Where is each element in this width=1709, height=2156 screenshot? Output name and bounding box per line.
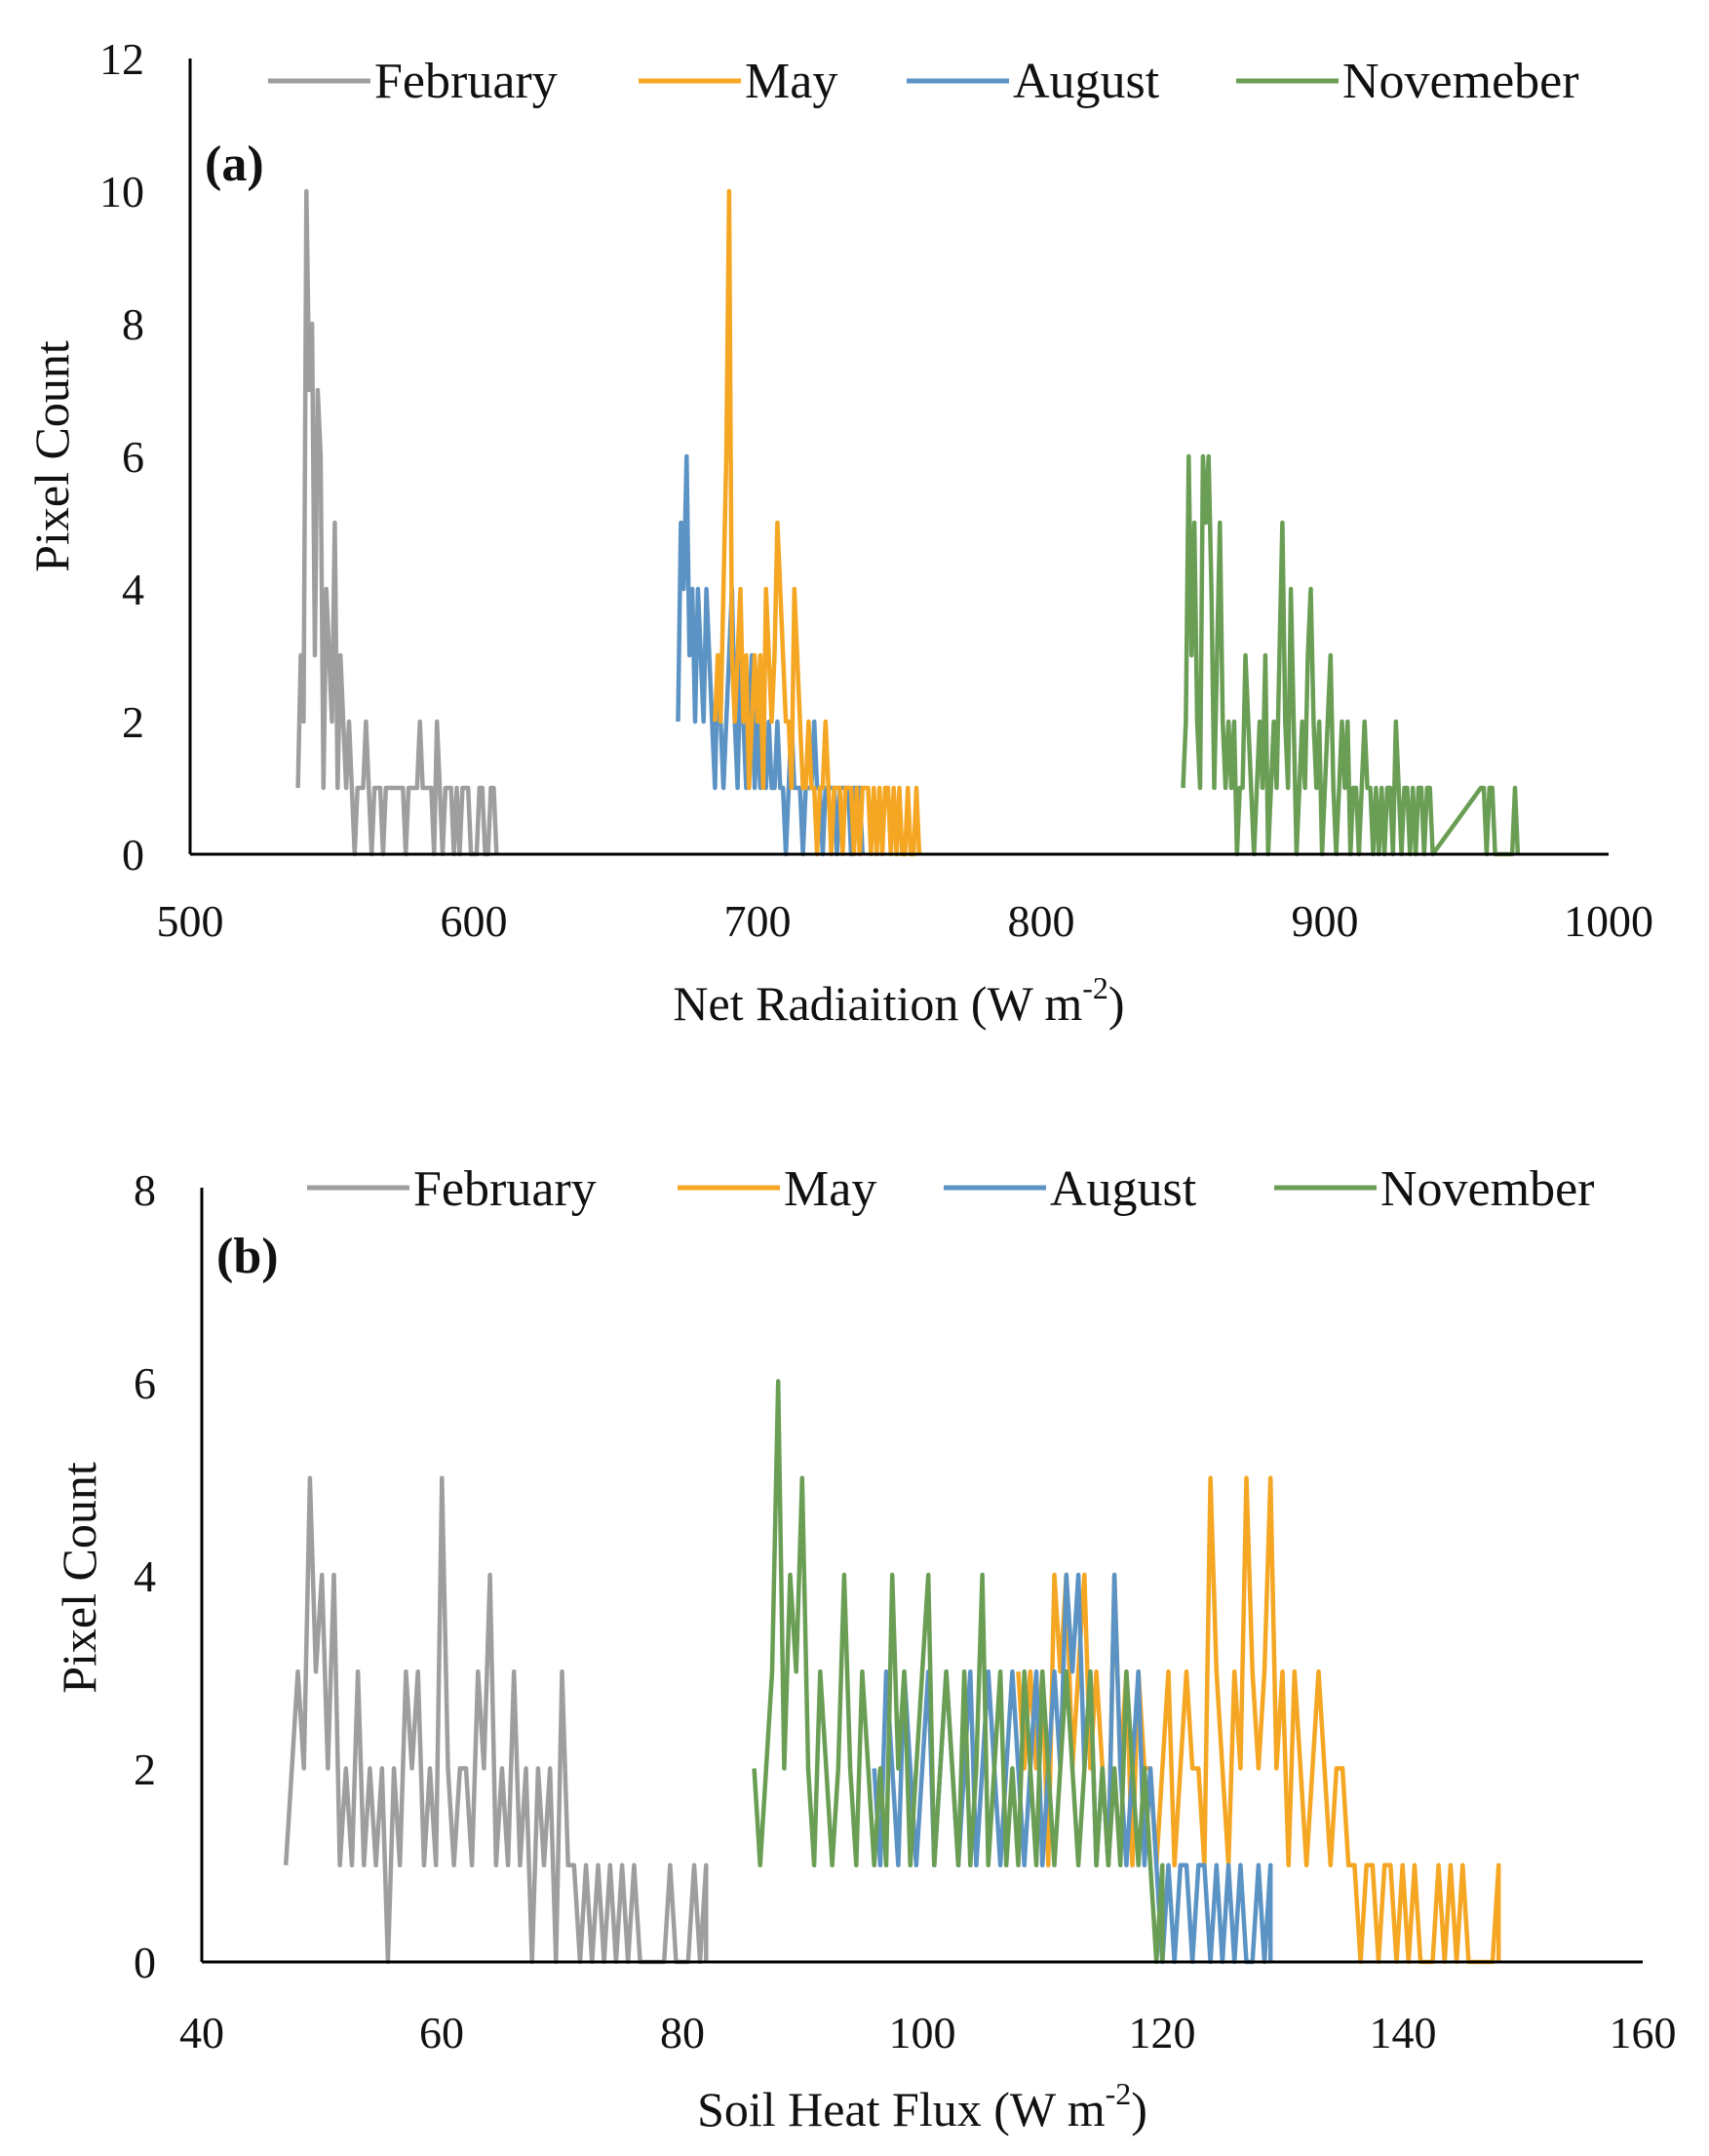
chart-b-x-tick-label: 40 bbox=[179, 2008, 224, 2058]
chart-a-x-axis-title: Net Radiaition (W m-2) bbox=[673, 970, 1124, 1031]
chart-a-series-august bbox=[676, 453, 865, 857]
chart-b-legend-label-august: August bbox=[1050, 1161, 1197, 1217]
chart-a-y-tick-label: 0 bbox=[122, 830, 144, 880]
chart-b-x-tick-label: 80 bbox=[660, 2008, 705, 2058]
chart-b: 0 2 4 6 8 40 60 80 100 120 140 160 Soil … bbox=[52, 1161, 1677, 2136]
chart-a-x-tick-label: 800 bbox=[1008, 896, 1075, 946]
chart-b-x-tick-label: 140 bbox=[1370, 2008, 1437, 2058]
chart-a-legend-label-august: August bbox=[1013, 54, 1160, 109]
chart-a-x-tick-label: 1000 bbox=[1564, 896, 1653, 946]
chart-a-x-axis-title-text: Net Radiaition (W m bbox=[673, 976, 1082, 1031]
chart-b-legend-label-november: November bbox=[1380, 1161, 1594, 1217]
chart-a: 0 2 4 6 8 10 12 500 600 700 800 900 1000… bbox=[24, 34, 1653, 1031]
chart-b-legend-label-may: May bbox=[784, 1161, 876, 1217]
chart-a-series-february bbox=[295, 188, 499, 857]
chart-b-x-axis-title-end: ) bbox=[1131, 2082, 1147, 2136]
chart-b-y-tick-label: 8 bbox=[134, 1165, 156, 1215]
chart-b-x-tick-label: 120 bbox=[1129, 2008, 1196, 2058]
chart-b-x-axis-title: Soil Heat Flux (W m-2) bbox=[697, 2076, 1147, 2136]
chart-b-y-tick-label: 0 bbox=[134, 1938, 156, 1987]
chart-a-x-axis-title-superscript: -2 bbox=[1082, 970, 1108, 1005]
chart-a-series-novemeber bbox=[1181, 453, 1521, 857]
chart-a-y-tick-label: 8 bbox=[122, 299, 144, 349]
chart-b-y-tick-label: 6 bbox=[134, 1358, 156, 1408]
chart-b-legend-label-february: February bbox=[413, 1161, 597, 1217]
chart-a-x-axis-title-end: ) bbox=[1108, 976, 1125, 1031]
chart-b-x-tick-label: 60 bbox=[419, 2008, 464, 2058]
chart-b-y-axis-title: Pixel Count bbox=[52, 1462, 106, 1694]
chart-a-y-tick-label: 2 bbox=[122, 697, 144, 747]
chart-a-x-tick-label: 700 bbox=[724, 896, 792, 946]
chart-a-y-axis-title: Pixel Count bbox=[24, 340, 79, 572]
chart-a-y-tick-label: 10 bbox=[99, 167, 144, 216]
chart-b-y-tick-label: 2 bbox=[134, 1744, 156, 1794]
chart-b-series-february bbox=[283, 1475, 709, 1965]
chart-a-y-tick-label: 12 bbox=[99, 34, 144, 84]
chart-a-series-group bbox=[295, 188, 1521, 857]
chart-b-x-axis-title-superscript: -2 bbox=[1106, 2076, 1132, 2111]
chart-b-x-tick-label: 100 bbox=[889, 2008, 956, 2058]
chart-a-legend-label-may: May bbox=[745, 54, 837, 109]
chart-a-panel-label: (a) bbox=[205, 137, 264, 192]
chart-a-legend-label-november: Novemeber bbox=[1342, 54, 1579, 109]
chart-a-x-tick-label: 600 bbox=[441, 896, 508, 946]
chart-b-panel-label: (b) bbox=[216, 1229, 279, 1284]
chart-b-y-tick-label: 4 bbox=[134, 1551, 156, 1601]
chart-a-y-tick-label: 6 bbox=[122, 432, 144, 482]
chart-b-x-axis-title-text: Soil Heat Flux (W m bbox=[697, 2082, 1106, 2136]
chart-a-legend-label-february: February bbox=[374, 54, 558, 109]
chart-a-y-tick-label: 4 bbox=[122, 565, 144, 614]
chart-a-x-tick-label: 500 bbox=[157, 896, 224, 946]
chart-b-x-tick-label: 160 bbox=[1610, 2008, 1677, 2058]
chart-a-x-tick-label: 900 bbox=[1292, 896, 1359, 946]
chart-b-series-november bbox=[752, 1379, 1165, 1965]
chart-b-series-group bbox=[283, 1379, 1501, 1965]
